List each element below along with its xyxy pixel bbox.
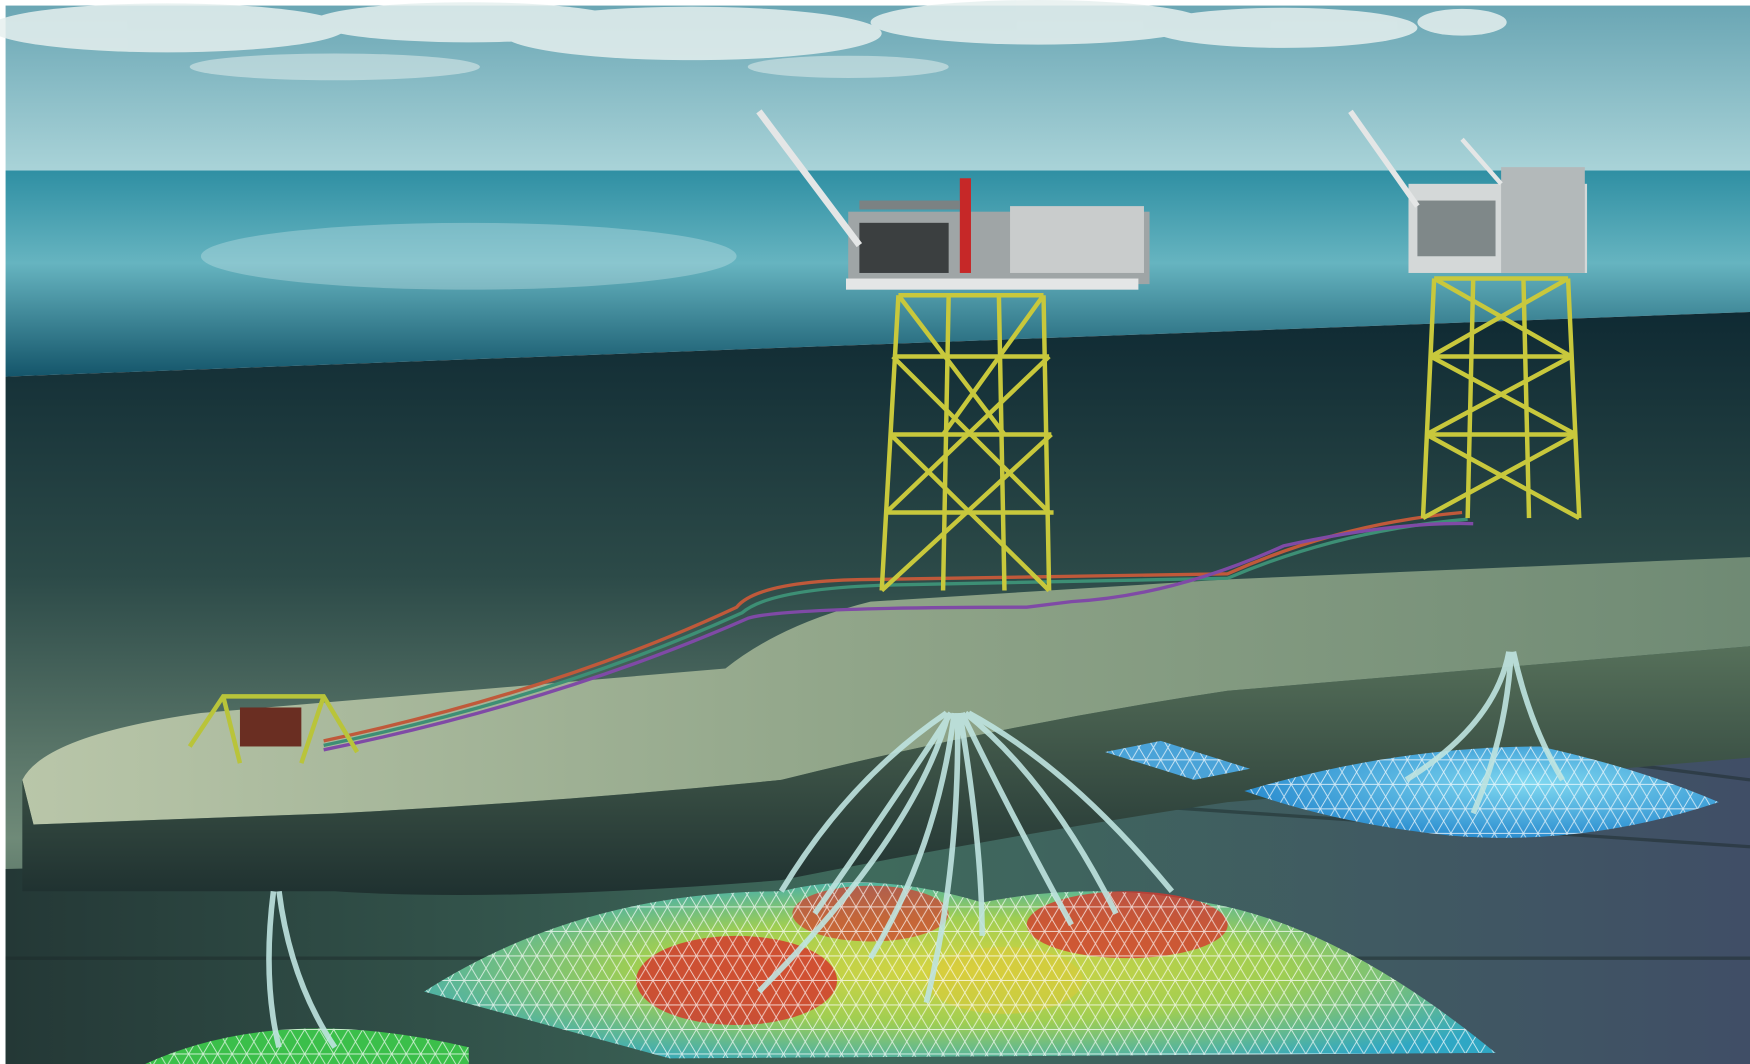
small-reservoir-mesh [1104, 740, 1250, 780]
reservoir-mesh [424, 882, 1496, 1059]
shelf-edge [22, 646, 1750, 896]
platform-second [1348, 109, 1588, 521]
subsea-template [187, 694, 360, 764]
wells [266, 651, 1565, 1049]
west-reservoir-mesh [145, 1028, 469, 1064]
seabed-shelf [22, 557, 1750, 825]
pipelines [323, 510, 1474, 752]
sea-reflection [200, 222, 737, 290]
clouds [0, 0, 1507, 81]
platform-main [756, 109, 1150, 593]
